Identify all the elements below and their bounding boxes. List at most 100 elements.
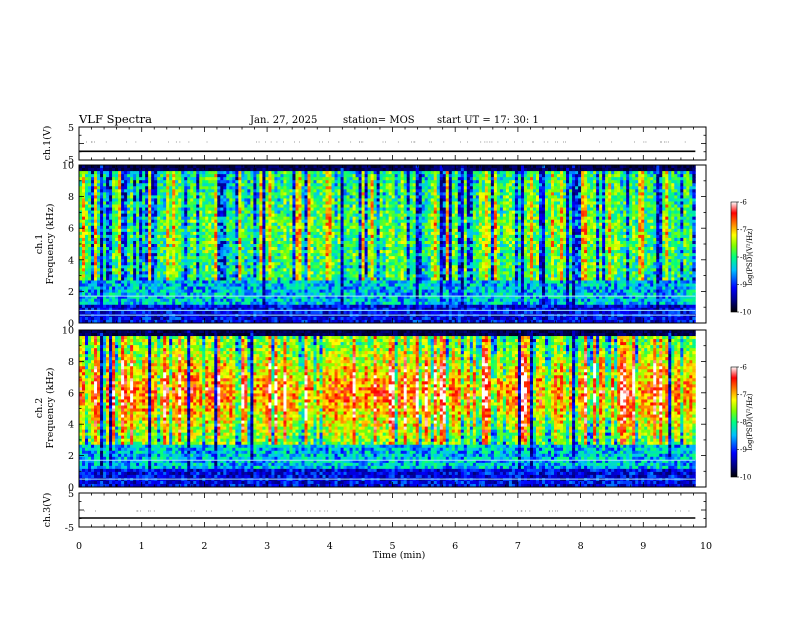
spectrogram-cell xyxy=(311,205,314,208)
spectrogram-cell xyxy=(151,220,154,223)
spectrogram-cell xyxy=(214,262,217,265)
spectrogram-cell xyxy=(338,268,341,271)
spectrogram-cell xyxy=(338,302,341,305)
spectrogram-cell xyxy=(166,302,169,305)
spectrogram-cell xyxy=(133,293,136,296)
spectrogram-cell xyxy=(332,262,335,265)
spectrogram-cell xyxy=(160,195,163,198)
spectrogram-cell xyxy=(277,271,280,274)
spectrogram-cell xyxy=(181,262,184,265)
spectrogram-cell xyxy=(289,250,292,253)
spectrogram-cell xyxy=(241,287,244,290)
spectrogram-cell xyxy=(301,259,304,262)
spectrogram-cell xyxy=(124,205,127,208)
spectrogram-cell xyxy=(169,165,172,168)
spectrogram-cell xyxy=(91,241,94,244)
spectrogram-cell xyxy=(82,174,85,177)
spectrogram-cell xyxy=(353,268,356,271)
spectrogram-cell xyxy=(178,311,181,314)
spectrogram-cell xyxy=(97,214,100,217)
spectrogram-cell xyxy=(320,229,323,232)
spectrogram-cell xyxy=(359,293,362,296)
spectrogram-cell xyxy=(338,177,341,180)
spectrogram-cell xyxy=(235,253,238,256)
spectrogram-cell xyxy=(82,192,85,195)
spectrogram-cell xyxy=(332,226,335,229)
spectrogram-cell xyxy=(154,205,157,208)
spectrogram-cell xyxy=(323,183,326,186)
spectrogram-cell xyxy=(286,311,289,314)
spectrogram-cell xyxy=(268,168,271,171)
spectrogram-cell xyxy=(94,268,97,271)
spectrogram-cell xyxy=(211,305,214,308)
spectrogram-cell xyxy=(295,201,298,204)
spectrogram-cell xyxy=(118,305,121,308)
spectrogram-cell xyxy=(341,226,344,229)
spectrogram-cell xyxy=(274,277,277,280)
spectrogram-cell xyxy=(94,189,97,192)
spectrogram-cell xyxy=(332,244,335,247)
spectrogram-cell xyxy=(214,226,217,229)
spectrogram-cell xyxy=(163,195,166,198)
spectrogram-cell xyxy=(289,238,292,241)
spectrogram-cell xyxy=(308,284,311,287)
spectrogram-cell xyxy=(292,250,295,253)
spectrogram-cell xyxy=(304,214,307,217)
spectrogram-cell xyxy=(295,189,298,192)
spectrogram-cell xyxy=(109,177,112,180)
spectrogram-cell xyxy=(136,268,139,271)
spectrogram-cell xyxy=(112,271,115,274)
spectrogram-cell xyxy=(235,238,238,241)
spectrogram-cell xyxy=(82,217,85,220)
spectrogram-cell xyxy=(97,259,100,262)
spectrogram-cell xyxy=(329,217,332,220)
spectrogram-cell xyxy=(226,247,229,250)
spectrogram-cell xyxy=(199,220,202,223)
spectrogram-cell xyxy=(359,226,362,229)
spectrogram-cell xyxy=(220,171,223,174)
spectrogram-cell xyxy=(85,290,88,293)
spectrogram-cell xyxy=(100,229,103,232)
spectrogram-cell xyxy=(229,287,232,290)
spectrogram-cell xyxy=(205,299,208,302)
spectrogram-cell xyxy=(292,211,295,214)
spectrogram-cell xyxy=(100,192,103,195)
spectrogram-cell xyxy=(238,165,241,168)
spectrogram-cell xyxy=(106,211,109,214)
spectrogram-cell xyxy=(103,232,106,235)
spectrogram-cell xyxy=(181,198,184,201)
spectrogram-cell xyxy=(265,201,268,204)
spectrogram-cell xyxy=(304,229,307,232)
spectrogram-cell xyxy=(356,171,359,174)
spectrogram-cell xyxy=(208,277,211,280)
spectrogram-cell xyxy=(178,284,181,287)
spectrogram-cell xyxy=(220,262,223,265)
spectrogram-cell xyxy=(115,214,118,217)
spectrogram-cell xyxy=(148,256,151,259)
spectrogram-cell xyxy=(229,247,232,250)
spectrogram-cell xyxy=(298,192,301,195)
spectrogram-cell xyxy=(226,208,229,211)
spectrogram-cell xyxy=(232,226,235,229)
spectrogram-cell xyxy=(196,220,199,223)
spectrogram-cell xyxy=(160,268,163,271)
spectrogram-cell xyxy=(344,205,347,208)
spectrogram-cell xyxy=(274,214,277,217)
spectrogram-cell xyxy=(163,241,166,244)
spectrogram-cell xyxy=(268,241,271,244)
spectrogram-cell xyxy=(238,253,241,256)
spectrogram-cell xyxy=(332,256,335,259)
spectrogram-cell xyxy=(362,211,365,214)
spectrogram-cell xyxy=(154,293,157,296)
spectrogram-cell xyxy=(286,253,289,256)
spectrogram-cell xyxy=(298,232,301,235)
spectrogram-cell xyxy=(109,271,112,274)
spectrogram-cell xyxy=(304,274,307,277)
spectrogram-cell xyxy=(178,223,181,226)
spectrogram-cell xyxy=(247,180,250,183)
spectrogram-cell xyxy=(314,284,317,287)
spectrogram-cell xyxy=(121,174,124,177)
spectrogram-cell xyxy=(277,183,280,186)
spectrogram-cell xyxy=(280,271,283,274)
spectrogram-cell xyxy=(220,211,223,214)
